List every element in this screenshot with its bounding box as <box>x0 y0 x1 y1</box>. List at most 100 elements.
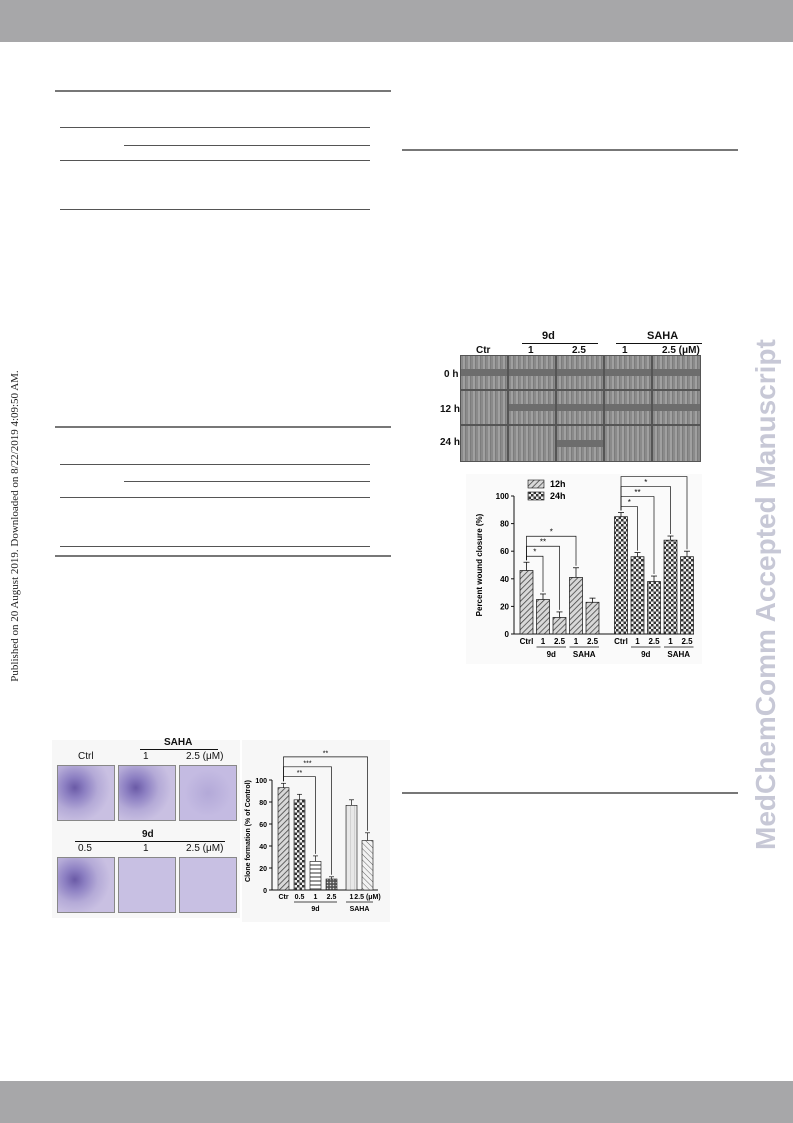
bar <box>309 861 322 891</box>
group-label: 9d <box>311 906 319 913</box>
footer-band <box>0 1081 793 1123</box>
wound-image <box>604 355 652 390</box>
y-tick-label: 40 <box>500 575 509 584</box>
table-rule <box>60 497 370 498</box>
colony-image <box>118 765 176 821</box>
wound-image <box>460 425 508 462</box>
table-rule <box>60 464 370 465</box>
x-tick-label: 2.5 (μM) <box>354 894 380 901</box>
y-tick-label: 60 <box>500 547 509 556</box>
significance-mark: * <box>533 548 536 557</box>
y-tick-label: 100 <box>255 778 267 785</box>
bar <box>536 599 550 635</box>
table-rule <box>60 160 370 161</box>
bar <box>569 577 583 635</box>
row-label: 12 h <box>440 404 461 415</box>
x-tick-label: 1 <box>541 637 546 646</box>
colony-image <box>118 857 176 913</box>
col-label: 1 <box>622 345 628 356</box>
wound-image <box>556 390 604 425</box>
wound-image <box>652 425 701 462</box>
y-tick-label: 0 <box>505 630 510 639</box>
significance-mark: ** <box>297 770 303 777</box>
y-tick-label: 80 <box>500 520 509 529</box>
significance-mark: *** <box>303 760 311 767</box>
table-rule <box>60 209 370 210</box>
x-tick-label: 2.5 <box>587 637 599 646</box>
y-axis-label: Percent wound closure (%) <box>475 513 484 616</box>
bar <box>630 556 645 635</box>
group-label: SAHA <box>667 650 690 659</box>
table-rule <box>60 546 370 547</box>
y-tick-label: 0 <box>263 888 267 895</box>
legend-swatch <box>527 491 545 501</box>
wound-image <box>508 425 556 462</box>
significance-mark: * <box>644 478 647 487</box>
group-label: SAHA <box>350 906 370 913</box>
bar <box>552 617 567 635</box>
significance-bracket <box>620 476 688 550</box>
y-tick-label: 20 <box>500 602 509 611</box>
x-tick-label: Ctrl <box>520 637 534 646</box>
group-label-saha: SAHA <box>647 330 679 342</box>
wound-image <box>652 390 701 425</box>
wound-image <box>556 355 604 390</box>
col-label: 2.5 <box>572 345 586 356</box>
table-rule <box>55 90 391 92</box>
bar <box>647 581 661 635</box>
group-bracket <box>522 343 598 344</box>
significance-bracket <box>283 756 368 831</box>
x-tick-label: Ctrl <box>614 637 628 646</box>
col-label: 2.5 (μM) <box>662 345 700 356</box>
x-tick-label: 0.5 <box>295 894 305 901</box>
wound-image <box>508 355 556 390</box>
wound-image <box>556 425 604 462</box>
y-axis-label: Clone formation (% of Control) <box>245 780 252 882</box>
x-tick-label: 1 <box>314 894 318 901</box>
wound-image <box>460 355 508 390</box>
significance-mark: ** <box>634 488 640 497</box>
x-tick-label: 1 <box>350 894 354 901</box>
wound-image <box>652 355 701 390</box>
wound-image <box>508 390 556 425</box>
x-tick-label: 1 <box>574 637 579 646</box>
col-label: 0.5 <box>78 843 92 854</box>
section-rule <box>402 792 738 794</box>
significance-mark: * <box>652 474 655 477</box>
row-label: 24 h <box>440 437 461 448</box>
group-bracket <box>140 749 218 750</box>
col-label: 1 <box>528 345 534 356</box>
x-tick-label: 1 <box>668 637 673 646</box>
x-tick-label: 2.5 <box>327 894 337 901</box>
x-tick-label: 1 <box>635 637 640 646</box>
table-rule <box>55 555 391 557</box>
col-label: 1 <box>143 751 149 762</box>
colony-image <box>57 765 115 821</box>
table-rule <box>124 481 370 482</box>
significance-mark: ** <box>540 538 546 547</box>
group-bracket <box>616 343 702 344</box>
significance-mark: * <box>550 528 553 537</box>
y-tick-label: 80 <box>259 800 267 807</box>
x-tick-label: 2.5 <box>648 637 660 646</box>
significance-mark: * <box>628 498 631 507</box>
significance-bracket <box>620 486 671 535</box>
group-label-9d: 9d <box>142 829 154 840</box>
accepted-manuscript-watermark: MedChemComm Accepted Manuscript <box>750 339 781 850</box>
group-label-9d: 9d <box>542 330 555 342</box>
y-tick-label: 100 <box>496 492 510 501</box>
colony-image <box>179 765 237 821</box>
bar <box>293 799 306 891</box>
bar <box>277 787 290 891</box>
significance-mark: ** <box>323 750 329 757</box>
publication-note: Published on 20 August 2019. Downloaded … <box>9 370 21 682</box>
y-tick-label: 40 <box>259 844 267 851</box>
y-tick-label: 60 <box>259 822 267 829</box>
legend-swatch <box>527 479 545 489</box>
table-rule <box>60 127 370 128</box>
bar <box>361 840 374 891</box>
col-label: 2.5 (μM) <box>186 843 224 854</box>
group-label: 9d <box>641 650 650 659</box>
significance-bracket <box>526 535 577 566</box>
